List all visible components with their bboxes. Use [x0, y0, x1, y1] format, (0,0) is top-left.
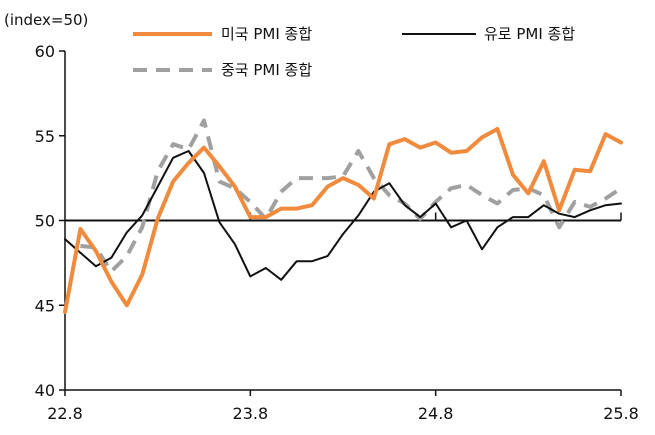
- legend-label-euro: 유로 PMI 종합: [484, 25, 575, 43]
- legend: 미국 PMI 종합 유로 PMI 종합 중국 PMI 종합: [133, 25, 575, 79]
- series-line: [63, 127, 623, 314]
- x-tick-label: 22.8: [47, 404, 83, 423]
- y-tick-label: 55: [35, 127, 55, 146]
- series-us: [63, 127, 623, 314]
- y-tick-label: 60: [35, 42, 55, 61]
- series-china: [80, 118, 623, 274]
- y-tick-label: 45: [35, 296, 55, 315]
- series-layer: [63, 118, 623, 314]
- axes: 40 45 50 55 60 22.8 23.8 24.8 25.8: [35, 42, 639, 423]
- series-euro: [64, 150, 622, 281]
- series-line: [80, 118, 623, 274]
- y-tick-label: 40: [35, 381, 55, 400]
- y-tick-label: 50: [35, 212, 55, 231]
- x-tick-label: 23.8: [233, 404, 269, 423]
- y-unit-label: (index=50): [4, 11, 88, 29]
- x-tick-label: 25.8: [603, 404, 639, 423]
- x-tick-label: 24.8: [418, 404, 454, 423]
- legend-label-china: 중국 PMI 종합: [221, 61, 312, 79]
- series-line: [64, 150, 622, 281]
- legend-label-us: 미국 PMI 종합: [221, 25, 312, 43]
